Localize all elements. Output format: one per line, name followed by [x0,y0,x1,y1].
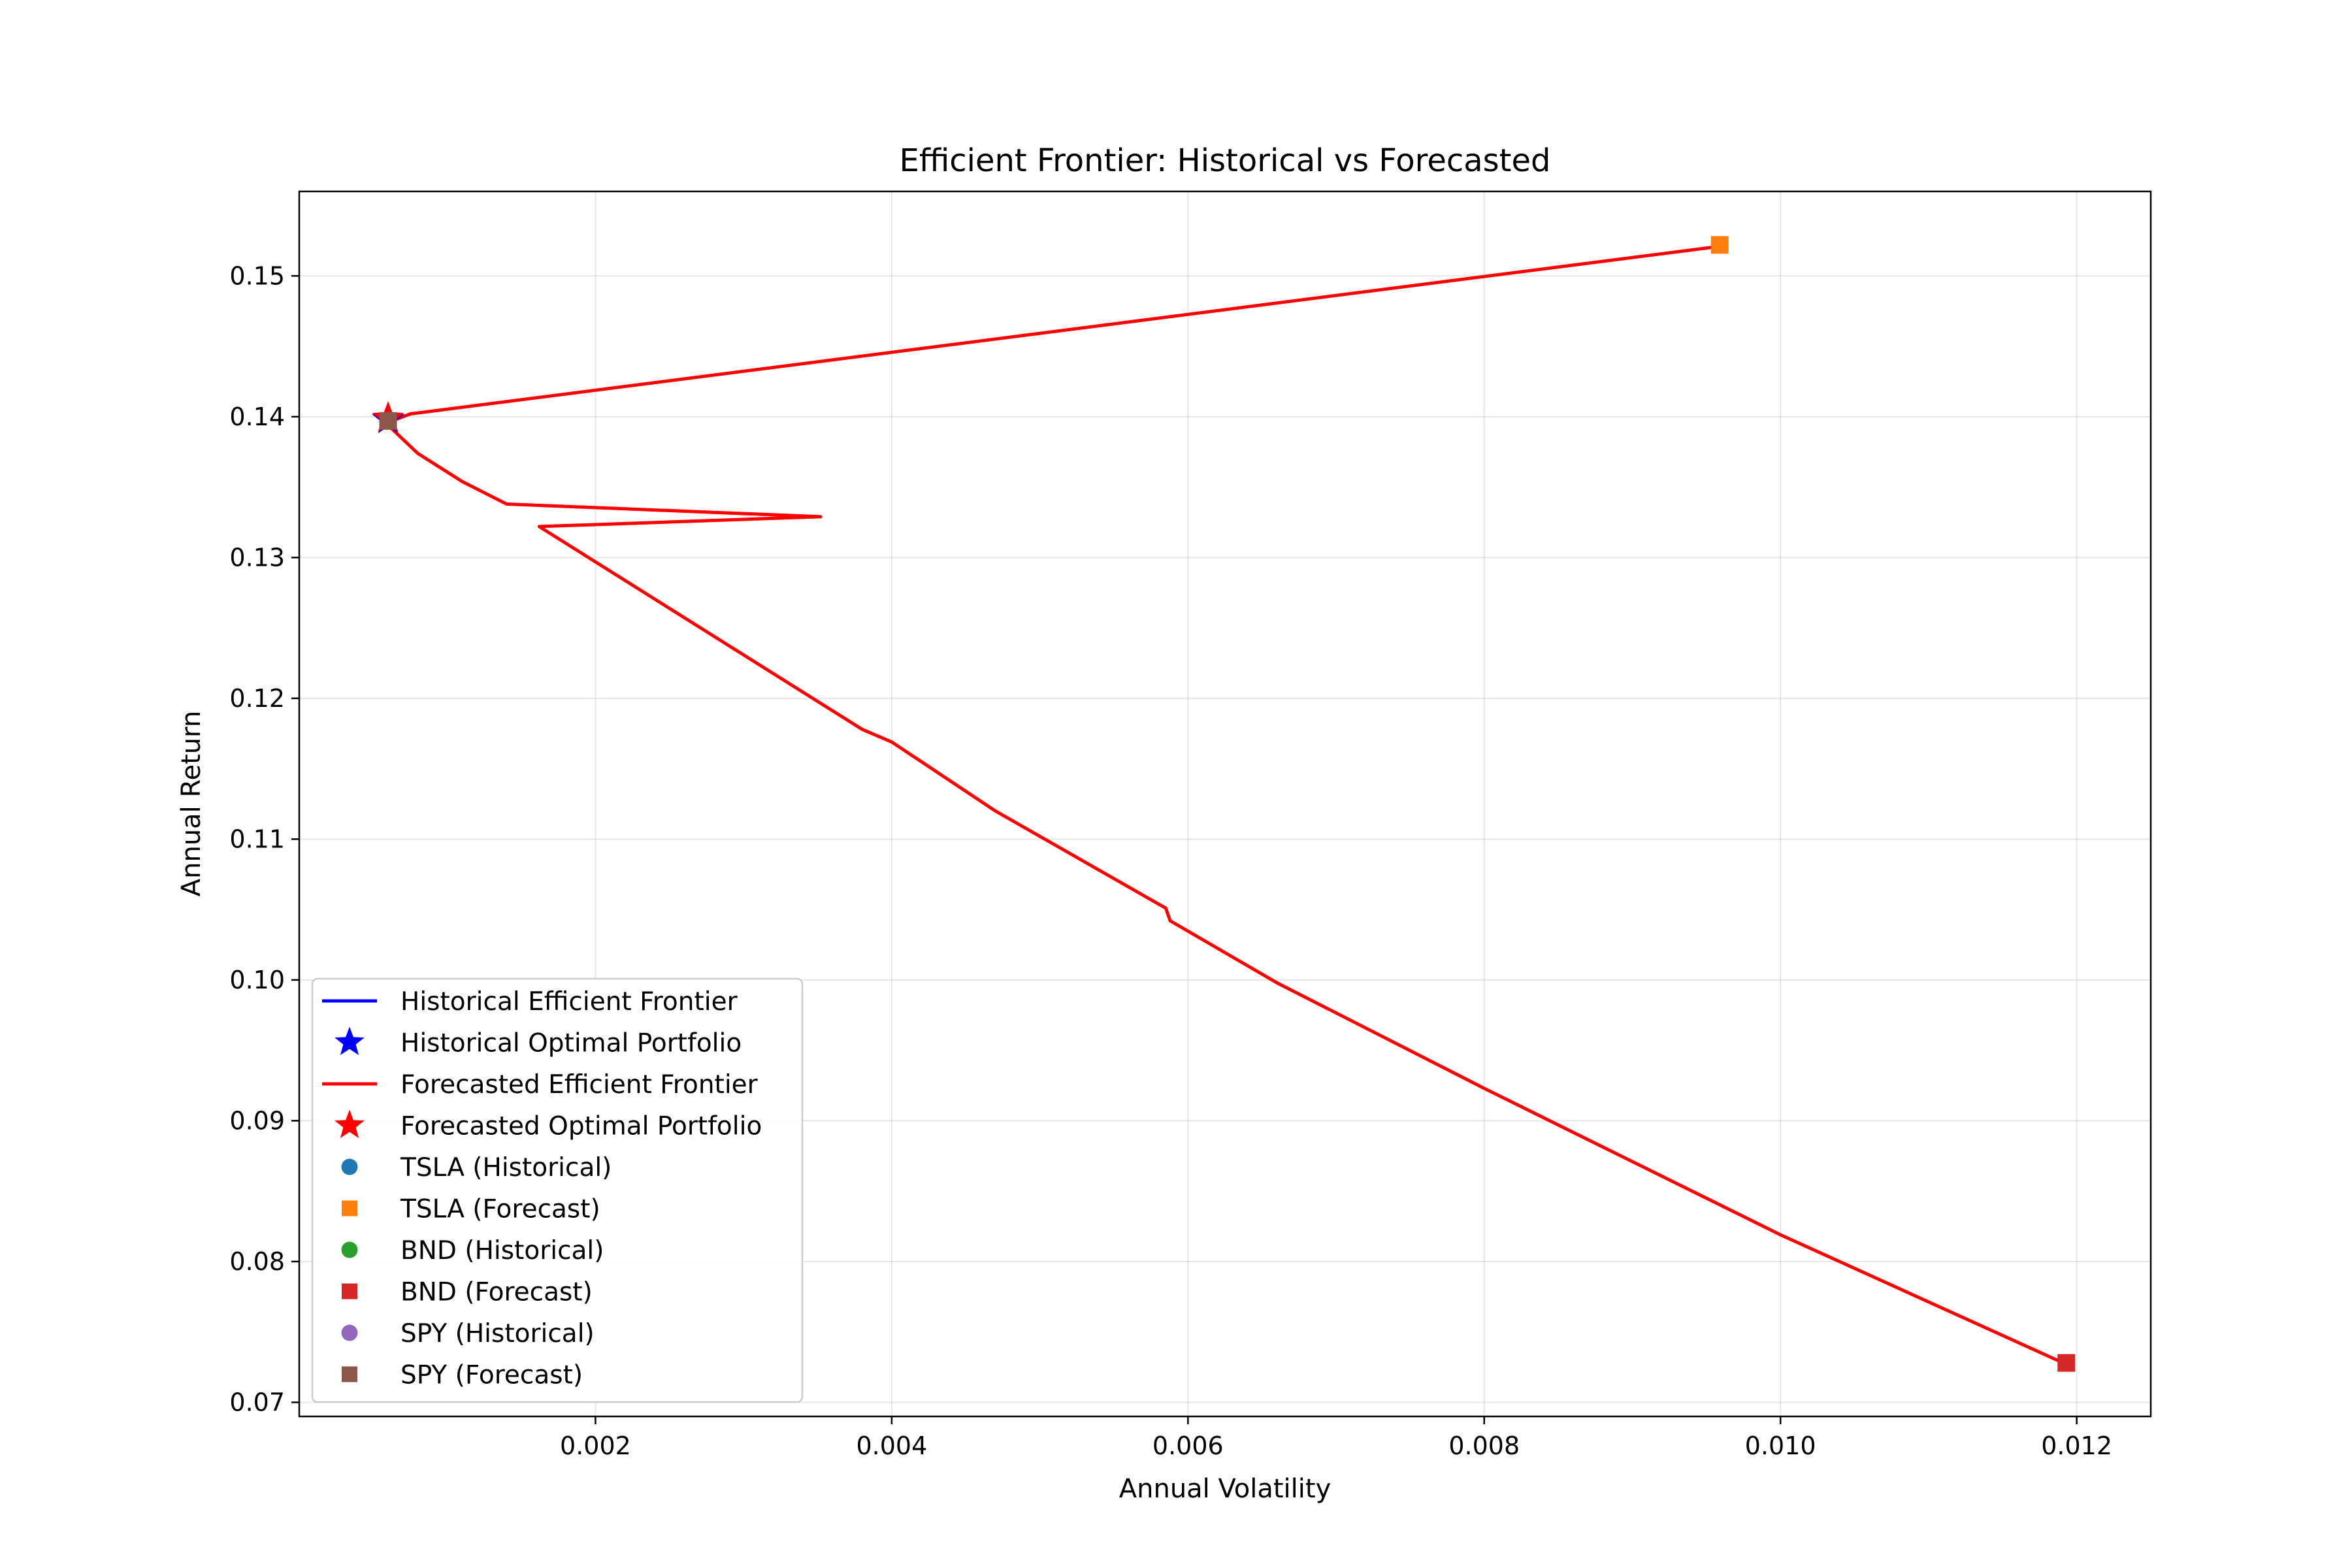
legend-label: TSLA (Forecast) [400,1195,600,1224]
x-axis-label: Annual Volatility [1119,1474,1331,1504]
y-tick-label: 0.11 [229,825,285,853]
x-tick-label: 0.002 [560,1431,631,1460]
legend-star-swatch [335,1026,365,1055]
y-tick-label: 0.07 [229,1388,285,1416]
legend-entry-tsla-historical: TSLA (Historical) [341,1153,612,1183]
legend-label: Historical Efficient Frontier [400,987,738,1017]
legend: Historical Efficient Frontier Historical … [311,977,804,1403]
legend-circle-swatch [341,1241,358,1258]
tsla-forecast-point [1710,236,1729,254]
legend-square-swatch [342,1283,357,1299]
x-tick-label: 0.006 [1152,1431,1224,1460]
legend-box [311,977,804,1403]
y-tick-label: 0.14 [229,402,285,431]
legend-label: BND (Historical) [400,1236,604,1266]
chart-title: Efficient Frontier: Historical vs Foreca… [900,142,1551,179]
legend-entry-spy-historical: SPY (Historical) [341,1319,595,1348]
legend-circle-swatch [341,1158,358,1175]
y-tick-label: 0.15 [229,261,285,290]
legend-label: SPY (Historical) [400,1319,595,1348]
legend-entry-spy-forecast: SPY (Forecast) [342,1361,583,1390]
legend-label: BND (Forecast) [400,1278,593,1307]
y-tick-label: 0.13 [229,543,285,572]
legend-entry-tsla-forecast: TSLA (Forecast) [342,1195,600,1224]
x-tick-label: 0.010 [1745,1431,1816,1460]
legend-label: TSLA (Historical) [400,1153,612,1183]
legend-label: Forecasted Optimal Portfolio [400,1112,762,1141]
legend-entry-historical-optimal-portfolio: Historical Optimal Portfolio [335,1026,742,1058]
axis-ticks: 0.002 0.004 0.006 0.008 0.010 0.012 0.07 0.08 0.… [229,261,2112,1460]
legend-items: Historical Efficient Frontier Historical … [322,987,762,1390]
x-tick-label: 0.004 [856,1431,927,1460]
legend-entry-historical-efficient-frontier: Historical Efficient Frontier [322,987,738,1017]
legend-label: Forecasted Efficient Frontier [400,1070,759,1100]
x-tick-label: 0.012 [2041,1431,2112,1460]
y-axis-label: Annual Return [176,711,206,897]
y-tick-label: 0.12 [229,684,285,713]
plot-frame [298,190,2152,1418]
legend-entry-forecasted-efficient-frontier: Forecasted Efficient Frontier [322,1070,759,1100]
legend-label: Historical Optimal Portfolio [400,1029,742,1058]
legend-star-swatch [335,1109,365,1138]
x-tick-label: 0.008 [1448,1431,1520,1460]
legend-square-swatch [342,1366,357,1382]
spy-forecast-point [379,412,397,430]
legend-circle-swatch [341,1324,358,1341]
y-tick-label: 0.08 [229,1247,285,1276]
legend-label: SPY (Forecast) [400,1361,583,1390]
legend-entry-bnd-historical: BND (Historical) [341,1236,604,1266]
legend-entry-bnd-forecast: BND (Forecast) [342,1278,593,1307]
y-tick-label: 0.09 [229,1106,285,1135]
y-tick-label: 0.10 [229,966,285,994]
bnd-forecast-point [2057,1354,2076,1372]
legend-square-swatch [342,1200,357,1217]
plot-series [372,236,2076,1372]
legend-entry-forecasted-optimal-portfolio: Forecasted Optimal Portfolio [335,1109,762,1141]
